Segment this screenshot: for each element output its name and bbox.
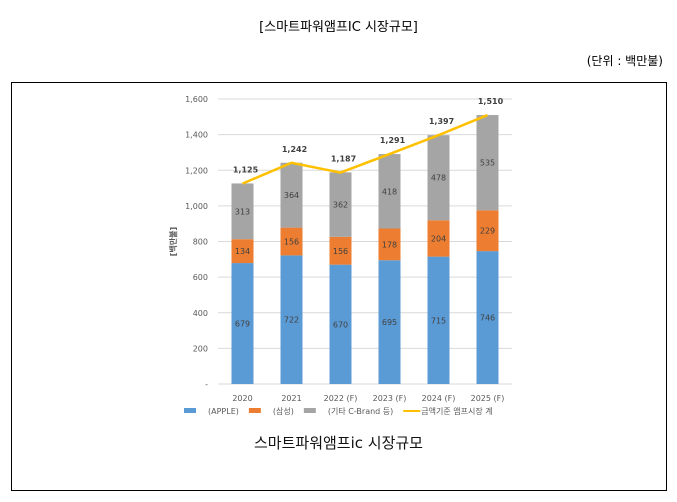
x-tick-label: 2025 (F)	[471, 394, 505, 403]
bar-data-label: 670	[333, 320, 348, 329]
bar-segment	[378, 154, 401, 229]
legend-label: (기타 C-Brand 등)	[328, 407, 393, 416]
bar-segment	[427, 256, 450, 384]
bar-data-label: 362	[333, 201, 348, 210]
x-tick-label: 2023 (F)	[373, 394, 407, 403]
line-data-label: 1,242	[282, 145, 307, 154]
y-tick-label: 1,600	[185, 95, 208, 104]
legend-swatch	[303, 408, 316, 413]
page-title: [스마트파워앰프IC 시장규모]	[259, 20, 418, 35]
bar-segment	[476, 251, 499, 384]
bar-data-label: 722	[284, 316, 299, 325]
bar-data-label: 313	[235, 207, 250, 216]
bar-data-label: 178	[382, 240, 397, 249]
legend-label: 금액기준 앰프시장 계	[421, 406, 492, 416]
y-tick-label: 800	[193, 238, 208, 247]
line-data-label: 1,510	[478, 97, 504, 106]
bar-segment	[231, 239, 254, 264]
bar-segment	[427, 135, 450, 221]
bar-data-label: 156	[333, 247, 348, 256]
legend-swatch	[248, 408, 261, 413]
bar-segment	[280, 227, 303, 256]
bar-data-label: 364	[284, 191, 299, 200]
bar-segment	[476, 115, 499, 211]
bar-data-label: 156	[284, 238, 299, 247]
y-tick-label: 400	[193, 309, 208, 318]
bar-data-label: 679	[235, 320, 250, 329]
bar-segment	[280, 162, 303, 228]
y-axis-label: [백만불]	[168, 227, 178, 256]
y-tick-label: 1,400	[185, 131, 208, 140]
bar-data-label: 418	[382, 187, 397, 196]
line-data-label: 1,125	[233, 166, 259, 175]
bar-data-label: 746	[480, 314, 495, 323]
bar-data-label: 535	[480, 159, 495, 168]
chart-frame	[11, 82, 667, 491]
bar-segment	[378, 228, 401, 261]
bar-segment	[231, 263, 254, 384]
bar-data-label: 695	[382, 318, 397, 327]
legend-label: (삼성)	[273, 406, 294, 416]
line-data-label: 1,397	[429, 117, 454, 126]
x-tick-label: 2021	[281, 394, 301, 403]
total-line	[242, 113, 488, 185]
bar-segment	[329, 172, 352, 237]
line-data-label: 1,291	[380, 136, 406, 145]
bar-data-label: 715	[431, 316, 446, 325]
unit-note: (단위 : 백만불)	[586, 54, 663, 68]
y-tick-label: 600	[193, 273, 208, 282]
bar-segment	[280, 255, 303, 384]
y-tick-label: 1,200	[185, 166, 208, 175]
x-tick-label: 2024 (F)	[422, 394, 456, 403]
bar-segment	[427, 220, 450, 257]
x-tick-label: 2020	[232, 394, 252, 403]
legend-label: (APPLE)	[208, 407, 239, 416]
bar-segment	[231, 183, 254, 240]
bar-segment	[378, 260, 401, 384]
y-tick-label: 1,000	[185, 202, 208, 211]
y-tick-label: 200	[193, 344, 208, 353]
line-data-label: 1,187	[331, 155, 356, 164]
bar-data-label: 478	[431, 174, 446, 183]
y-tick-label: -	[205, 380, 208, 389]
x-tick-label: 2022 (F)	[324, 394, 358, 403]
bar-segment	[329, 236, 352, 265]
bar-data-label: 204	[431, 234, 446, 243]
legend-swatch	[184, 408, 196, 413]
bar-segment	[329, 264, 352, 384]
bar-segment	[476, 210, 499, 252]
bar-data-label: 229	[480, 227, 495, 236]
chart-caption: 스마트파워앰프ic 시장규모	[254, 434, 423, 452]
bar-data-label: 134	[235, 247, 250, 256]
